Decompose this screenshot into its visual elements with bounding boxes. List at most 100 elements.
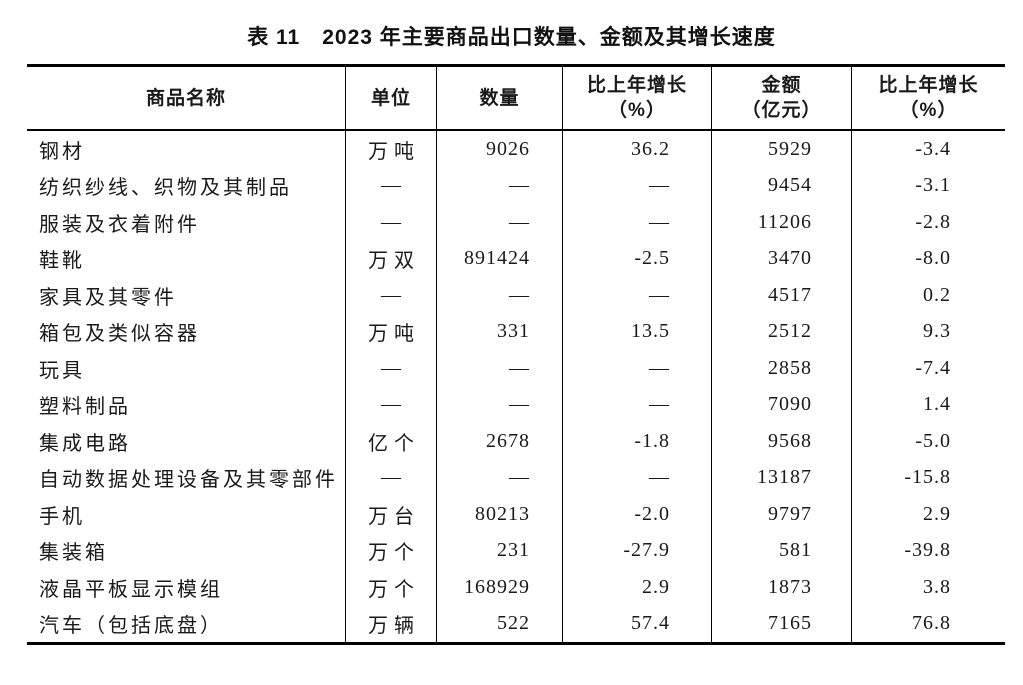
col-header-quantity: 数量 (437, 67, 563, 129)
cell-value: 4517 (712, 277, 852, 314)
cell-value-growth: -39.8 (904, 539, 951, 562)
col-header-label: 比上年增长 (586, 75, 687, 96)
cell-value: 1873 (712, 569, 852, 606)
col-header-value-growth: 比上年增长 （%） (852, 67, 1005, 129)
cell-value: 9454 (712, 167, 852, 204)
cell-quantity-growth: — (563, 386, 712, 423)
cell-value-growth: 2.9 (923, 502, 951, 525)
col-header-sublabel: （%） (608, 100, 666, 121)
cell-value: 3470 (712, 240, 852, 277)
cell-commodity-name: 箱包及类似容器 (27, 313, 346, 350)
cell-commodity-name: 液晶平板显示模组 (27, 569, 346, 606)
cell-quantity: — (437, 277, 563, 314)
table-row: 箱包及类似容器 万吨 331 13.5 2512 9.3 (27, 313, 1005, 350)
col-header-unit: 单位 (346, 67, 437, 129)
cell-quantity: 2678 (437, 423, 563, 460)
cell-quantity: 331 (437, 313, 563, 350)
table-row: 家具及其零件 — — — 4517 0.2 (27, 277, 1005, 314)
col-header-sublabel: （%） (899, 100, 958, 121)
cell-value: 5929 (712, 131, 852, 168)
cell-quantity: 522 (437, 605, 563, 642)
table-row: 钢材 万吨 9026 36.2 5929 -3.4 (27, 131, 1005, 168)
cell-unit: 万个 (346, 569, 437, 606)
cell-value: 2858 (712, 350, 852, 387)
cell-value-growth: 1.4 (923, 393, 951, 416)
cell-commodity-name: 玩具 (27, 350, 346, 387)
cell-value: 13187 (712, 459, 852, 496)
cell-unit: — (346, 386, 437, 423)
table-row: 玩具 — — — 2858 -7.4 (27, 350, 1005, 387)
cell-quantity-growth: — (563, 167, 712, 204)
col-header-commodity-name: 商品名称 (27, 67, 346, 129)
cell-quantity-growth: — (563, 350, 712, 387)
col-header-label: 数量 (479, 87, 520, 109)
cell-value: 11206 (712, 204, 852, 241)
export-commodities-table: 商品名称 单位 数量 比上年增长 （%） 金额 （亿元） 比上年增长 （%） 钢… (27, 64, 1005, 645)
cell-quantity: — (437, 204, 563, 241)
cell-commodity-name: 鞋靴 (27, 240, 346, 277)
cell-quantity-growth: — (563, 277, 712, 314)
table-body: 钢材 万吨 9026 36.2 5929 -3.4 纺织纱线、织物及其制品 — … (27, 131, 1005, 642)
cell-value: 9568 (712, 423, 852, 460)
cell-commodity-name: 塑料制品 (27, 386, 346, 423)
cell-commodity-name: 服装及衣着附件 (27, 204, 346, 241)
cell-unit: — (346, 167, 437, 204)
col-header-quantity-growth: 比上年增长 （%） (563, 67, 712, 129)
cell-unit: 万台 (346, 496, 437, 533)
cell-commodity-name: 纺织纱线、织物及其制品 (27, 167, 346, 204)
cell-value-growth: 76.8 (912, 612, 951, 635)
col-header-value: 金额 （亿元） (712, 67, 852, 129)
cell-quantity-growth: — (563, 459, 712, 496)
col-header-label: 单位 (370, 87, 411, 109)
cell-commodity-name: 手机 (27, 496, 346, 533)
cell-commodity-name: 集装箱 (27, 532, 346, 569)
cell-value: 7090 (712, 386, 852, 423)
cell-quantity: — (437, 167, 563, 204)
cell-unit: 万双 (346, 240, 437, 277)
cell-value-growth: 0.2 (923, 283, 951, 306)
table-row: 集成电路 亿个 2678 -1.8 9568 -5.0 (27, 423, 1005, 460)
table-row: 塑料制品 — — — 7090 1.4 (27, 386, 1005, 423)
table-title: 表 11 2023 年主要商品出口数量、金额及其增长速度 (247, 26, 776, 49)
cell-unit: — (346, 350, 437, 387)
cell-value-growth: -2.8 (915, 210, 951, 233)
cell-value: 2512 (712, 313, 852, 350)
cell-value-growth: -3.1 (915, 174, 951, 197)
cell-commodity-name: 集成电路 (27, 423, 346, 460)
cell-value-growth: -15.8 (904, 466, 951, 489)
table-row: 自动数据处理设备及其零部件 — — — 13187 -15.8 (27, 459, 1005, 496)
cell-quantity: 9026 (437, 131, 563, 168)
col-header-label: 金额 (761, 75, 802, 96)
cell-quantity: 168929 (437, 569, 563, 606)
cell-quantity: 80213 (437, 496, 563, 533)
cell-unit: 亿个 (346, 423, 437, 460)
cell-unit: 万辆 (346, 605, 437, 642)
cell-quantity-growth: 57.4 (563, 605, 712, 642)
cell-commodity-name: 自动数据处理设备及其零部件 (27, 459, 346, 496)
cell-unit: 万吨 (346, 313, 437, 350)
cell-quantity-growth: 36.2 (563, 131, 712, 168)
cell-unit: 万吨 (346, 131, 437, 168)
cell-value-growth: -8.0 (915, 247, 951, 270)
table-row: 纺织纱线、织物及其制品 — — — 9454 -3.1 (27, 167, 1005, 204)
table-header-row: 商品名称 单位 数量 比上年增长 （%） 金额 （亿元） 比上年增长 （%） (27, 67, 1005, 131)
cell-unit: — (346, 277, 437, 314)
cell-quantity-growth: -1.8 (563, 423, 712, 460)
cell-quantity: — (437, 386, 563, 423)
cell-commodity-name: 汽车（包括底盘） (27, 605, 346, 642)
cell-quantity-growth: — (563, 204, 712, 241)
table-row: 汽车（包括底盘） 万辆 522 57.4 7165 76.8 (27, 605, 1005, 642)
col-header-label: 商品名称 (145, 87, 226, 109)
cell-value: 581 (712, 532, 852, 569)
cell-commodity-name: 钢材 (27, 131, 346, 168)
cell-quantity-growth: 13.5 (563, 313, 712, 350)
cell-unit: — (346, 459, 437, 496)
cell-value: 7165 (712, 605, 852, 642)
cell-quantity-growth: -27.9 (563, 532, 712, 569)
table-row: 液晶平板显示模组 万个 168929 2.9 1873 3.8 (27, 569, 1005, 606)
col-header-sublabel: （亿元） (741, 100, 822, 121)
cell-quantity-growth: -2.5 (563, 240, 712, 277)
cell-quantity: 231 (437, 532, 563, 569)
cell-value-growth: 3.8 (923, 575, 951, 598)
